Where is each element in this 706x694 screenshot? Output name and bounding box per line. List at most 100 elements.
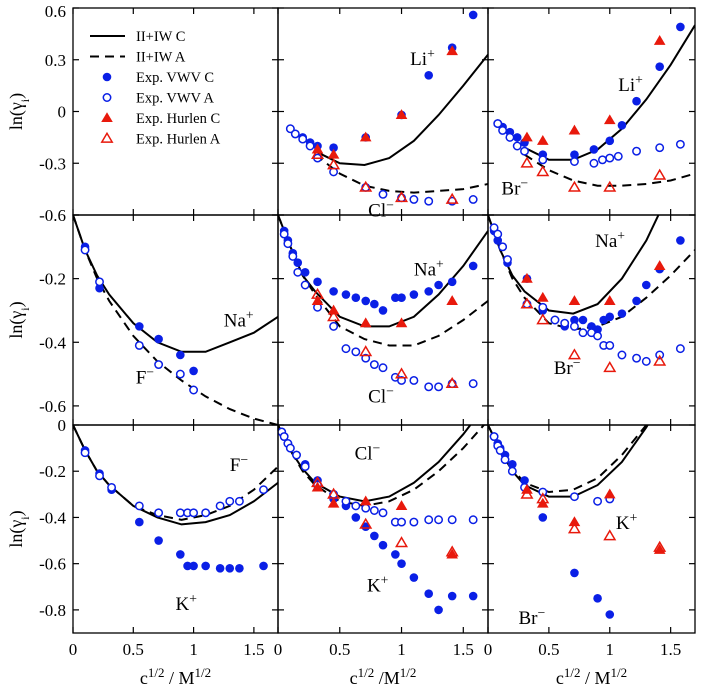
point-Exp. VWV C [424, 589, 434, 599]
point-Exp. Hurlen A [653, 354, 667, 366]
ion-label: K+ [616, 510, 638, 535]
point-Exp. VWV C [434, 605, 443, 615]
point-Exp. Hurlen C [603, 488, 616, 499]
point-Exp. VWV C [520, 476, 529, 485]
x-tick-label: 1 [606, 640, 615, 659]
panel-row1-col2: Li+ Cl− [277, 7, 489, 222]
point-Exp. Hurlen C [395, 109, 408, 120]
x-tick-label: 0.5 [329, 640, 350, 659]
point-Exp. VWV A [589, 158, 599, 168]
point-Exp. Hurlen C [536, 135, 549, 145]
point-Exp. VWV A [189, 508, 199, 518]
ion-label: F− [230, 452, 249, 477]
point-Exp. VWV A [378, 363, 388, 373]
point-Exp. VWV A [290, 129, 300, 139]
point-Exp. VWV A [605, 341, 615, 350]
point-Exp. Hurlen A [520, 487, 534, 499]
x-tick-label: 1 [397, 640, 406, 659]
point-Exp. VWV A [468, 195, 478, 204]
point-Exp. VWV C [378, 306, 388, 315]
point-Exp. Hurlen C [603, 114, 616, 125]
panel-row2-col1: -0.2 -0.4 -0.6 ln(γi) Na+ F− [6, 214, 279, 426]
point-Exp. VWV A [520, 146, 529, 156]
point-Exp. VWV A [593, 331, 603, 341]
point-Exp. VWV A [560, 318, 570, 328]
panel-data [278, 215, 488, 392]
point-Exp. VWV A [675, 139, 685, 149]
panel-data [73, 215, 278, 425]
ion-label: Na+ [414, 256, 444, 281]
point-Exp. Hurlen A [311, 476, 325, 488]
legend-swatch-marker [100, 131, 114, 143]
y-axis-label: ln(γi) [6, 510, 32, 547]
y-tick-label: -0.2 [39, 462, 66, 481]
series-line-II+IW C [314, 53, 488, 167]
point-Exp. VWV A [369, 506, 379, 515]
panel-row3-col3: 0 0.5 1 1.5 c1/2 / M1/2 K+ Br− [484, 424, 696, 688]
point-Exp. VWV A [285, 124, 295, 134]
point-Exp. VWV C [605, 312, 615, 322]
panel-data [488, 425, 667, 619]
y-tick-label: -0.3 [39, 154, 66, 173]
panel-data [488, 215, 695, 373]
ion-label: Br− [501, 175, 528, 200]
point-Exp. VWV C [397, 293, 406, 303]
point-Exp. VWV A [655, 143, 665, 153]
point-Exp. VWV C [434, 280, 443, 290]
point-Exp. VWV C [508, 459, 517, 469]
ion-label: Cl− [355, 440, 381, 465]
panel-data [278, 425, 486, 615]
point-Exp. VWV A [369, 360, 379, 369]
series-line-II+IW C [73, 425, 278, 526]
series-line-II+IW A [523, 153, 695, 187]
point-Exp. Hurlen C [536, 291, 549, 302]
y-axis-label: ln(γi) [6, 301, 32, 338]
point-Exp. VWV C [391, 293, 400, 303]
point-Exp. VWV C [538, 513, 548, 522]
legend-swatch-marker [102, 72, 112, 82]
point-Exp. Hurlen A [395, 367, 409, 379]
point-Exp. Hurlen C [653, 34, 666, 45]
y-tick-label: 0.3 [45, 51, 66, 70]
point-Exp. VWV A [493, 119, 503, 129]
point-Exp. VWV A [578, 328, 588, 338]
point-Exp. VWV C [468, 10, 478, 20]
point-Exp. VWV A [305, 141, 315, 151]
point-Exp. VWV A [493, 229, 503, 239]
point-Exp. VWV A [598, 155, 607, 165]
point-Exp. VWV A [409, 376, 419, 385]
point-Exp. VWV A [468, 515, 478, 525]
point-Exp. VWV A [259, 485, 268, 495]
point-Exp. Hurlen A [567, 180, 581, 192]
panel-row1-col3: Li+ Br− [487, 7, 696, 216]
point-Exp. Hurlen A [445, 545, 459, 557]
y-tick-label: -0.8 [39, 601, 66, 620]
point-Exp. VWV A [512, 141, 522, 151]
point-Exp. VWV C [632, 96, 641, 106]
point-Exp. VWV C [154, 536, 163, 545]
point-Exp. VWV C [300, 267, 310, 277]
point-Exp. VWV A [507, 466, 517, 476]
point-Exp. VWV A [300, 462, 310, 472]
point-Exp. VWV C [313, 277, 322, 287]
point-Exp. VWV A [538, 302, 548, 312]
point-Exp. Hurlen C [359, 317, 372, 328]
x-tick-label: 0 [69, 640, 78, 659]
y-axis-label: ln(γi) [6, 93, 32, 130]
point-Exp. VWV A [189, 385, 199, 395]
point-Exp. Hurlen C [359, 495, 372, 506]
point-Exp. Hurlen C [568, 124, 581, 135]
legend-swatch-marker [101, 112, 113, 123]
point-Exp. VWV A [293, 267, 303, 277]
panel-frame [487, 214, 696, 426]
point-Exp. VWV A [378, 189, 388, 199]
point-Exp. VWV A [489, 223, 499, 233]
x-tick-label: 0 [484, 640, 493, 659]
point-Exp. VWV C [493, 236, 503, 245]
point-Exp. VWV C [605, 136, 615, 146]
point-Exp. VWV A [468, 379, 478, 389]
point-Exp. VWV A [298, 134, 308, 144]
panel-row3-col1: 0 -0.2 -0.4 -0.6 -0.8 0 0.5 1 1.5 c1/2 / M1/2 ln(γ… [6, 416, 279, 688]
point-Exp. VWV C [293, 258, 303, 268]
point-Exp. VWV C [409, 573, 419, 582]
